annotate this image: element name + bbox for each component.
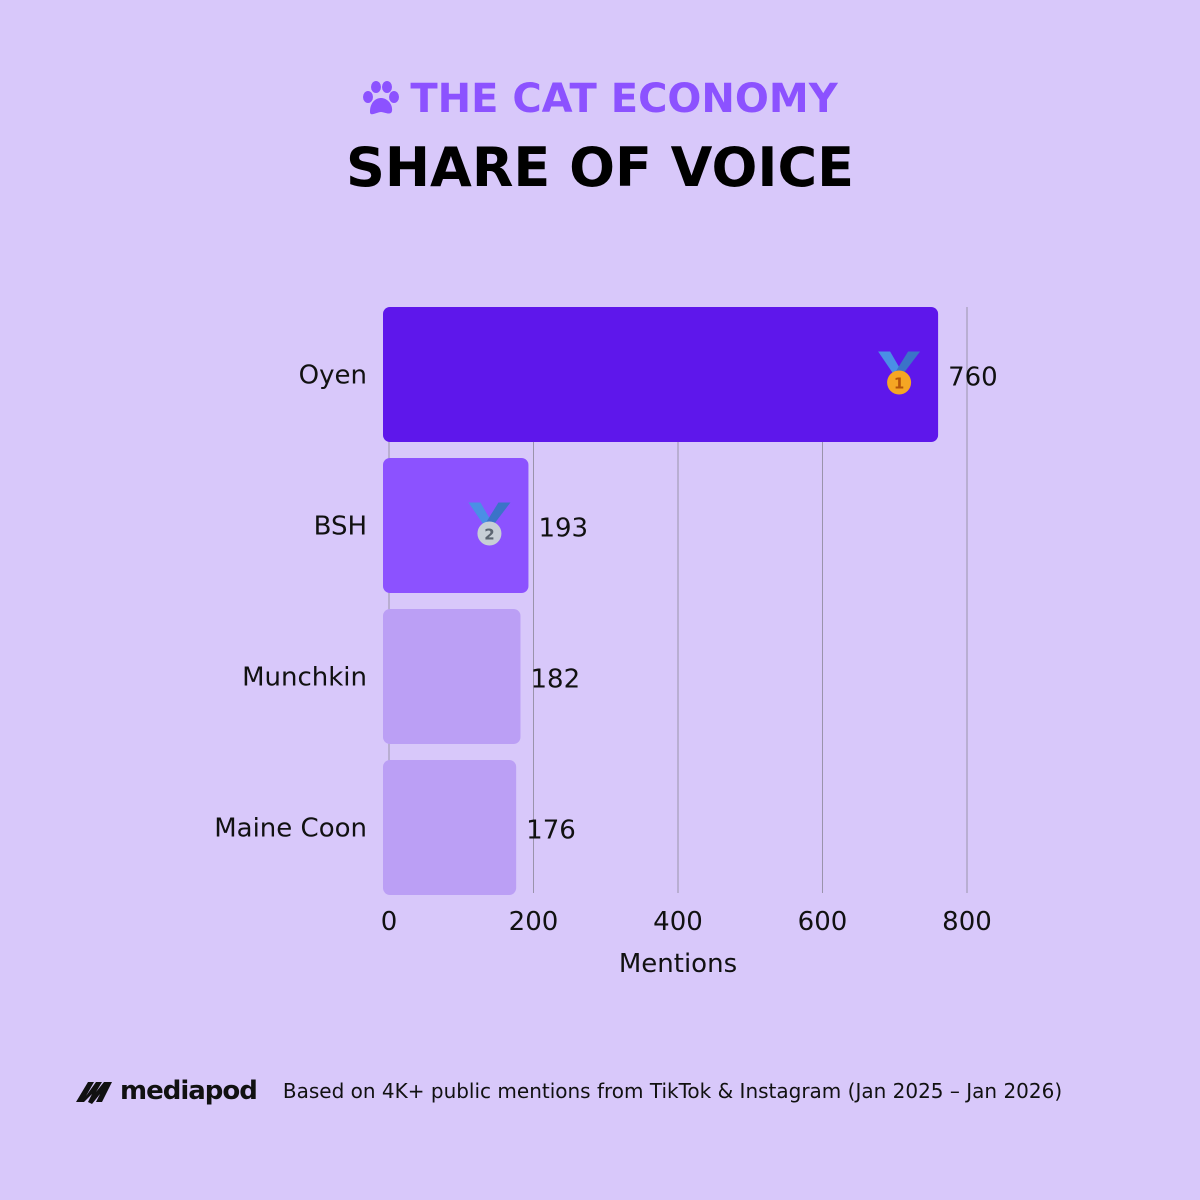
paw-icon bbox=[363, 81, 400, 115]
data-label: 176 bbox=[526, 816, 576, 846]
x-tick-label: 0 bbox=[381, 907, 398, 937]
kicker-text: THE CAT ECONOMY bbox=[410, 76, 838, 122]
x-tick-label: 600 bbox=[798, 907, 848, 937]
svg-text:1: 1 bbox=[894, 375, 904, 393]
data-label: 193 bbox=[538, 514, 588, 544]
data-label: 182 bbox=[530, 665, 580, 695]
x-tick-label: 200 bbox=[509, 907, 559, 937]
category-label: Munchkin bbox=[242, 663, 367, 693]
footer-note: Based on 4K+ public mentions from TikTok… bbox=[282, 1079, 1063, 1103]
bar-bsh bbox=[383, 458, 529, 593]
x-axis-label: Mentions bbox=[619, 949, 737, 979]
chart-title: SHARE OF VOICE bbox=[345, 136, 855, 199]
data-label: 760 bbox=[948, 363, 998, 393]
category-label: BSH bbox=[314, 512, 367, 542]
silver-medal-2-icon: 2 bbox=[468, 502, 511, 546]
x-tick-label: 800 bbox=[942, 907, 992, 937]
svg-text:2: 2 bbox=[484, 526, 494, 544]
kicker: THE CAT ECONOMY bbox=[0, 76, 1200, 122]
bar-chart: 0 200 400 600 800 Mentions Oyen 760 BSH 193 Munchk… bbox=[214, 307, 998, 979]
bar-maine-coon bbox=[383, 760, 517, 895]
bar-munchkin bbox=[383, 609, 521, 744]
mediapod-logo: mediapod bbox=[74, 1076, 258, 1106]
category-label: Oyen bbox=[299, 361, 367, 391]
gold-medal-1-icon: 1 bbox=[878, 351, 921, 395]
mediapod-logo-icon bbox=[76, 1082, 112, 1104]
x-tick-label: 400 bbox=[653, 907, 703, 937]
footer: mediapod Based on 4K+ public mentions fr… bbox=[74, 1076, 1062, 1106]
bar-oyen bbox=[383, 307, 939, 442]
category-label: Maine Coon bbox=[214, 814, 367, 844]
